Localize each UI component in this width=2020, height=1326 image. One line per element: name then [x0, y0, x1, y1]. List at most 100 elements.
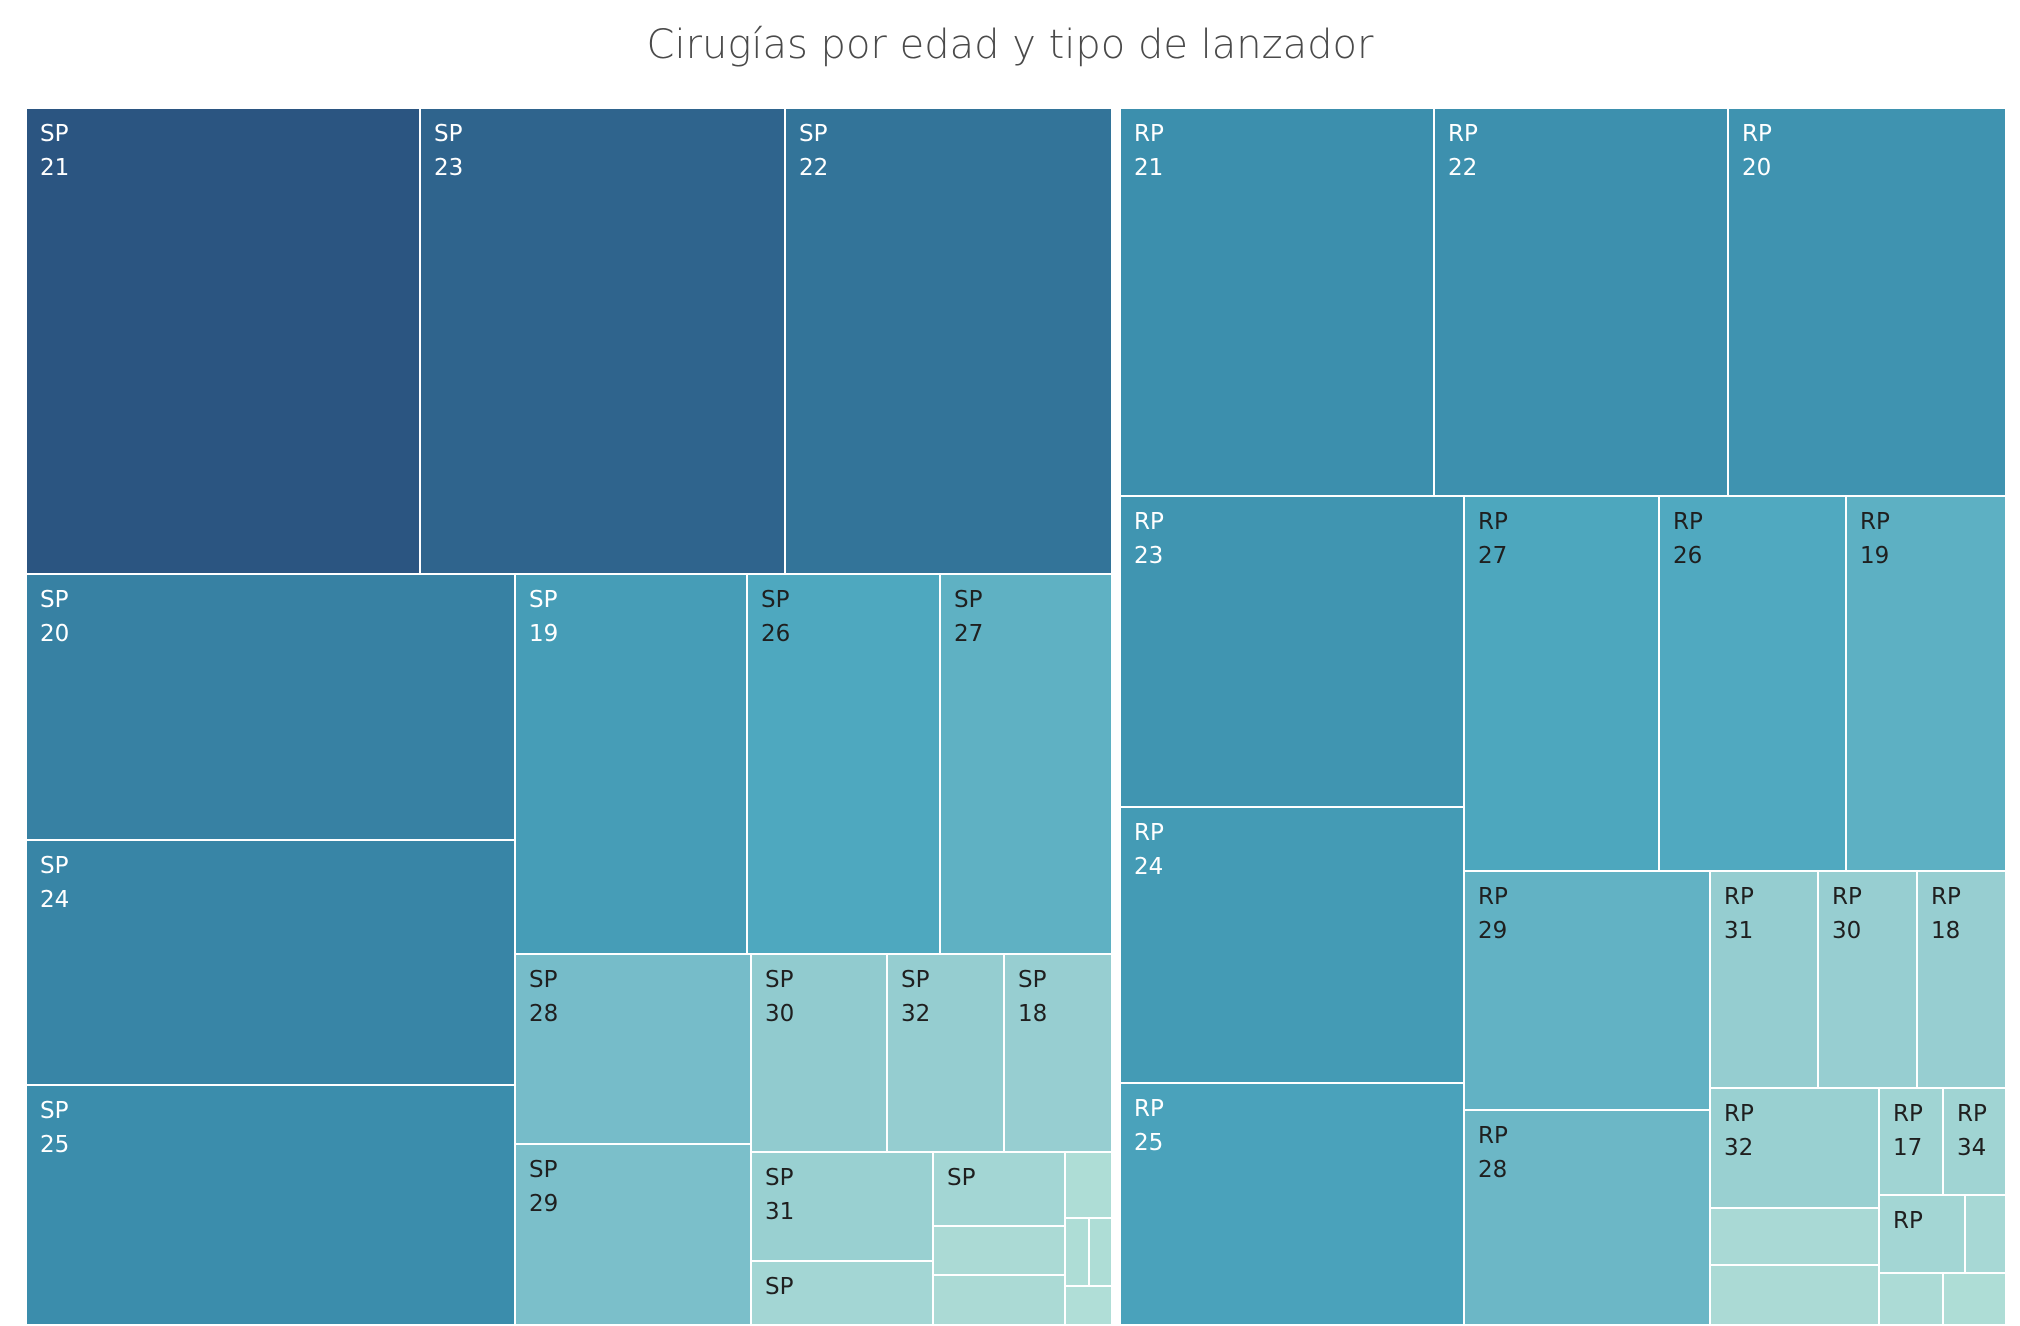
tile-age-label: 29: [1478, 918, 1507, 944]
treemap-tile-sp-19[interactable]: [514, 573, 748, 955]
treemap-tile-sp-25[interactable]: [25, 1084, 516, 1326]
tile-age-label: 21: [1134, 155, 1163, 181]
treemap-tile-sp-23[interactable]: [419, 107, 786, 575]
treemap-tile-sp-unlabeled[interactable]: [1064, 1217, 1090, 1287]
treemap-tile-sp-26[interactable]: [746, 573, 941, 955]
tile-type-label: SP: [901, 967, 930, 993]
tile-type-label: SP: [529, 967, 558, 993]
tile-age-label: 30: [1832, 918, 1861, 944]
tile-type-label: RP: [1134, 509, 1164, 535]
tile-type-label: RP: [1448, 121, 1478, 147]
treemap-tile-sp-unlabeled[interactable]: [750, 1260, 934, 1326]
tile-type-label: RP: [1931, 884, 1961, 910]
tile-type-label: RP: [1478, 1123, 1508, 1149]
tile-type-label: RP: [1134, 820, 1164, 846]
tile-type-label: RP: [1724, 1101, 1754, 1127]
treemap-tile-rp-25[interactable]: [1119, 1082, 1465, 1326]
tile-age-label: 19: [529, 621, 558, 647]
treemap-tile-sp-31[interactable]: [750, 1151, 934, 1262]
treemap-tile-rp-30[interactable]: [1817, 870, 1918, 1089]
treemap-tile-rp-21[interactable]: [1119, 107, 1435, 497]
treemap-tile-rp-31[interactable]: [1709, 870, 1819, 1089]
treemap-tile-sp-unlabeled[interactable]: [1064, 1151, 1113, 1219]
tile-type-label: RP: [1134, 1096, 1164, 1122]
treemap-tile-sp-28[interactable]: [514, 953, 752, 1145]
tile-age-label: 24: [1134, 854, 1163, 880]
tile-age-label: 20: [1742, 155, 1771, 181]
tile-age-label: 31: [1724, 918, 1753, 944]
tile-type-label: SP: [529, 1157, 558, 1183]
treemap-tile-rp-29[interactable]: [1463, 870, 1711, 1111]
treemap-tile-rp-20[interactable]: [1727, 107, 2007, 497]
tile-type-label: RP: [1893, 1101, 1923, 1127]
tile-type-label: RP: [1893, 1208, 1923, 1234]
chart-title: Cirugías por edad y tipo de lanzador: [646, 22, 1374, 68]
treemap-tile-sp-unlabeled[interactable]: [1088, 1217, 1113, 1287]
treemap-tile-rp-23[interactable]: [1119, 495, 1465, 808]
treemap-tile-rp-unlabeled[interactable]: [1878, 1194, 1966, 1274]
treemap-tile-sp-29[interactable]: [514, 1143, 752, 1326]
treemap-tile-rp-27[interactable]: [1463, 495, 1660, 872]
treemap-tile-sp-24[interactable]: [25, 839, 516, 1086]
treemap-tile-rp-28[interactable]: [1463, 1109, 1711, 1326]
tile-age-label: 27: [954, 621, 983, 647]
tile-type-label: SP: [765, 967, 794, 993]
treemap-tile-rp-unlabeled[interactable]: [1878, 1272, 1944, 1326]
tile-age-label: 23: [1134, 543, 1163, 569]
treemap-tile-rp-unlabeled[interactable]: [1709, 1207, 1880, 1266]
tile-age-label: 22: [799, 155, 828, 181]
tile-age-label: 34: [1957, 1135, 1986, 1161]
tile-type-label: RP: [1478, 884, 1508, 910]
group-sp: SP 21 SP 23 SP 22 SP 20 SP 24 SP 25 SP 19 SP 26 SP 27 SP 28…: [25, 107, 1113, 1326]
tile-age-label: 22: [1448, 155, 1477, 181]
treemap-tile-rp-34[interactable]: [1942, 1087, 2007, 1196]
treemap-tile-rp-unlabeled[interactable]: [1964, 1194, 2007, 1274]
treemap-tile-sp-unlabeled[interactable]: [1064, 1285, 1113, 1326]
tile-type-label: RP: [1724, 884, 1754, 910]
tile-age-label: 17: [1893, 1135, 1922, 1161]
treemap-tile-rp-24[interactable]: [1119, 806, 1465, 1084]
tile-type-label: SP: [529, 587, 558, 613]
treemap-tile-sp-18[interactable]: [1003, 953, 1113, 1153]
tile-type-label: SP: [1018, 967, 1047, 993]
tile-age-label: 23: [434, 155, 463, 181]
treemap-tile-rp-26[interactable]: [1658, 495, 1847, 872]
treemap-tile-sp-unlabeled[interactable]: [932, 1225, 1066, 1276]
treemap-tile-sp-32[interactable]: [886, 953, 1005, 1153]
tile-type-label: SP: [40, 587, 69, 613]
tile-age-label: 29: [529, 1191, 558, 1217]
tile-age-label: 28: [529, 1001, 558, 1027]
treemap-tile-sp-20[interactable]: [25, 573, 516, 841]
treemap-tile-rp-22[interactable]: [1433, 107, 1729, 497]
tile-age-label: 19: [1860, 543, 1889, 569]
tile-type-label: SP: [40, 853, 69, 879]
treemap-tile-rp-unlabeled[interactable]: [1709, 1264, 1880, 1326]
tile-age-label: 26: [1673, 543, 1702, 569]
treemap-tile-rp-18[interactable]: [1916, 870, 2007, 1089]
tile-type-label: SP: [761, 587, 790, 613]
treemap-tile-sp-unlabeled[interactable]: [932, 1274, 1066, 1326]
tile-type-label: SP: [954, 587, 983, 613]
treemap-tile-rp-unlabeled[interactable]: [1942, 1272, 2007, 1326]
tile-age-label: 30: [765, 1001, 794, 1027]
tile-age-label: 24: [40, 887, 69, 913]
group-rp: RP 21 RP 22 RP 20 RP 23 RP 24 RP 25 RP 27 RP 26 RP 19 RP 29…: [1119, 107, 2007, 1326]
treemap-tile-sp-22[interactable]: [784, 107, 1113, 575]
treemap-tile-rp-32[interactable]: [1709, 1087, 1880, 1209]
tile-age-label: 25: [40, 1132, 69, 1158]
tile-type-label: SP: [40, 1098, 69, 1124]
tile-type-label: SP: [40, 121, 69, 147]
tile-type-label: SP: [434, 121, 463, 147]
tile-age-label: 18: [1018, 1001, 1047, 1027]
tile-age-label: 18: [1931, 918, 1960, 944]
treemap-tile-sp-27[interactable]: [939, 573, 1113, 955]
treemap-tile-sp-21[interactable]: [25, 107, 421, 575]
treemap-tile-rp-17[interactable]: [1878, 1087, 1944, 1196]
treemap-tile-rp-19[interactable]: [1845, 495, 2007, 872]
tile-type-label: RP: [1134, 121, 1164, 147]
tile-type-label: RP: [1860, 509, 1890, 535]
tile-age-label: 26: [761, 621, 790, 647]
tile-type-label: RP: [1673, 509, 1703, 535]
tile-type-label: SP: [799, 121, 828, 147]
